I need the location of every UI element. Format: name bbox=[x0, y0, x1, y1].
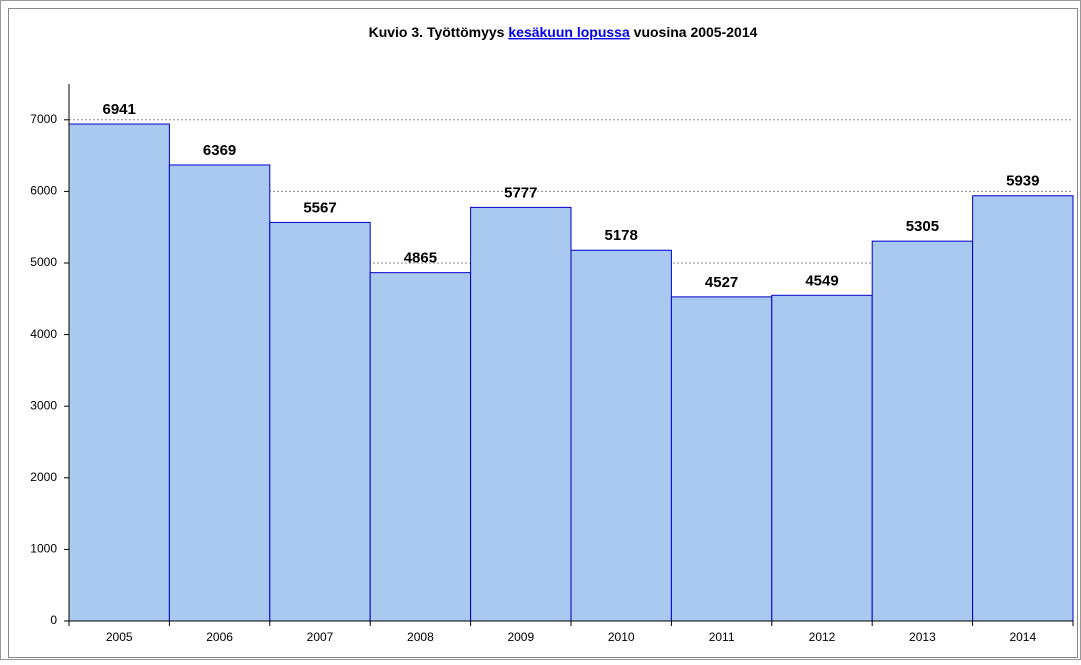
bar bbox=[68, 123, 170, 622]
bar bbox=[771, 294, 873, 622]
y-tick-label: 3000 bbox=[30, 398, 57, 412]
x-tick-label: 2011 bbox=[709, 630, 735, 644]
value-label: 5567 bbox=[303, 199, 336, 216]
bar bbox=[470, 206, 572, 622]
bar bbox=[871, 240, 974, 622]
bar bbox=[369, 272, 472, 622]
x-tick-label: 2012 bbox=[809, 630, 836, 644]
x-tick-label: 2007 bbox=[307, 630, 334, 644]
x-tick-label: 2008 bbox=[407, 630, 434, 644]
value-label: 6369 bbox=[203, 142, 236, 159]
x-tick-label: 2010 bbox=[608, 630, 635, 644]
x-tick-label: 2006 bbox=[206, 630, 233, 644]
y-tick-label: 0 bbox=[50, 613, 57, 627]
chart-title: Kuvio 3. Työttömyys kesäkuun lopussa vuo… bbox=[369, 24, 758, 40]
x-tick-label: 2014 bbox=[1009, 630, 1036, 644]
title-part: vuosina 2005-2014 bbox=[634, 24, 758, 40]
title-part: Kuvio 3. Työttömyys bbox=[369, 24, 505, 40]
bar bbox=[570, 249, 672, 622]
value-label: 5939 bbox=[1006, 173, 1039, 190]
value-label: 5178 bbox=[605, 227, 638, 244]
y-tick-label: 5000 bbox=[30, 255, 57, 269]
bar bbox=[972, 195, 1074, 622]
y-tick-label: 7000 bbox=[30, 112, 57, 126]
x-tick-label: 2009 bbox=[507, 630, 534, 644]
value-label: 4865 bbox=[404, 250, 437, 267]
value-label: 6941 bbox=[103, 101, 136, 118]
x-tick-label: 2013 bbox=[909, 630, 936, 644]
bar bbox=[168, 164, 271, 622]
value-label: 5777 bbox=[504, 184, 537, 201]
bar bbox=[670, 296, 773, 622]
y-tick-label: 1000 bbox=[30, 542, 57, 556]
y-tick-label: 4000 bbox=[30, 327, 57, 341]
bar bbox=[269, 221, 371, 622]
title-link[interactable]: kesäkuun lopussa bbox=[508, 24, 630, 40]
y-tick-label: 2000 bbox=[30, 470, 57, 484]
x-tick-label: 2005 bbox=[106, 630, 133, 644]
value-label: 4549 bbox=[805, 272, 838, 289]
value-label: 4527 bbox=[705, 274, 738, 291]
value-label: 5305 bbox=[906, 218, 939, 235]
y-tick-label: 6000 bbox=[30, 184, 57, 198]
